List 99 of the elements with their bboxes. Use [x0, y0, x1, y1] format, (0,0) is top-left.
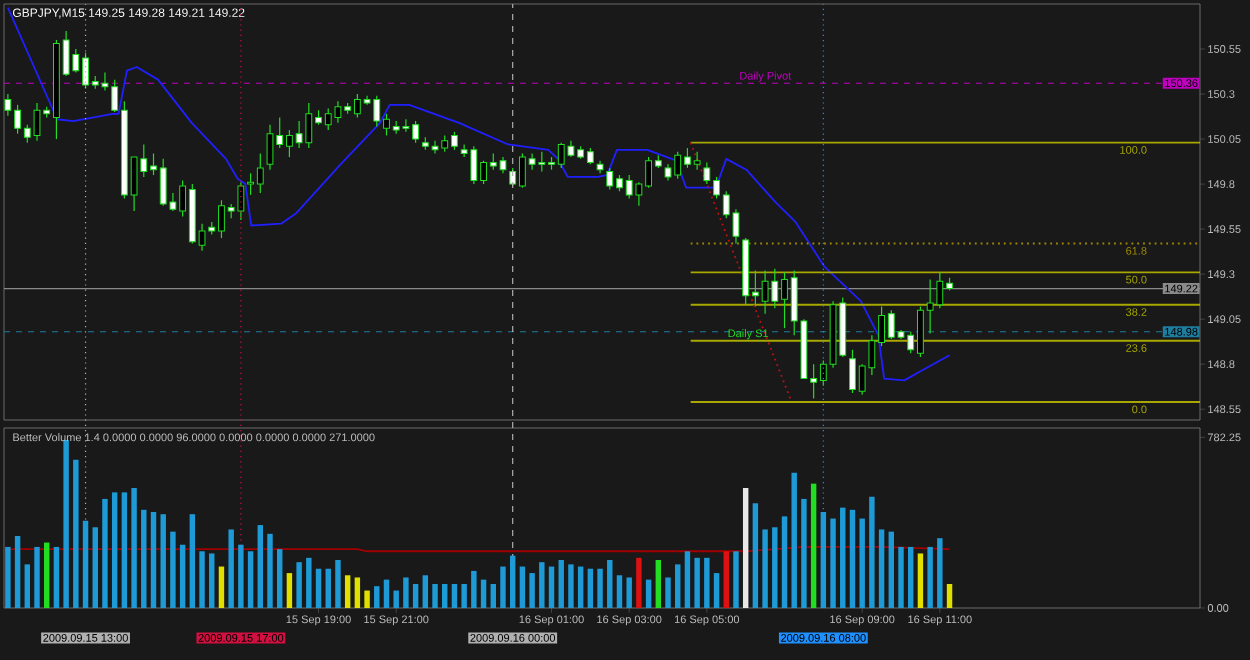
- bar: [451, 584, 458, 608]
- bar: [228, 529, 234, 608]
- bar: [830, 518, 836, 608]
- bar: [325, 568, 331, 608]
- bar: [403, 577, 409, 608]
- bar: [645, 579, 652, 608]
- bar: [616, 575, 623, 608]
- bar: [432, 584, 438, 608]
- bar: [772, 527, 778, 608]
- bar: [141, 509, 147, 608]
- bar: [801, 498, 807, 608]
- bar: [869, 496, 875, 608]
- bar: [179, 544, 186, 608]
- bar: [597, 568, 603, 608]
- bar: [24, 564, 31, 608]
- bar: [306, 557, 312, 608]
- bar: [480, 579, 487, 608]
- bar: [364, 590, 370, 608]
- bar: [946, 584, 953, 608]
- bar: [189, 514, 196, 608]
- bar: [422, 575, 429, 608]
- bar: [548, 566, 555, 608]
- bar: [607, 560, 613, 608]
- bar: [34, 546, 40, 608]
- bar: [587, 568, 594, 608]
- bar: [898, 546, 904, 608]
- bar: [131, 488, 137, 608]
- bar: [315, 568, 322, 608]
- bar: [412, 584, 419, 608]
- bar: [878, 529, 885, 608]
- bar: [568, 564, 574, 608]
- bar: [626, 577, 632, 608]
- bar: [742, 488, 749, 608]
- bar: [442, 584, 448, 608]
- bar: [286, 573, 293, 608]
- bar: [296, 562, 302, 608]
- bar: [762, 529, 768, 608]
- bar: [383, 579, 390, 608]
- bar: [665, 577, 671, 608]
- bar: [335, 560, 341, 608]
- bar: [92, 527, 98, 608]
- bar: [733, 551, 739, 608]
- bar: [859, 518, 865, 608]
- bar: [937, 538, 943, 608]
- bar: [888, 531, 895, 608]
- bar: [490, 584, 496, 608]
- bar: [102, 498, 108, 608]
- bar: [82, 520, 89, 608]
- bar: [636, 557, 642, 608]
- bar: [354, 577, 361, 608]
- bar: [713, 573, 720, 608]
- bar: [791, 472, 797, 608]
- bar: [5, 546, 11, 608]
- bar: [519, 566, 526, 608]
- bar: [238, 544, 244, 608]
- bar: [694, 557, 700, 608]
- bar: [704, 557, 710, 608]
- bar: [43, 542, 50, 608]
- bar: [927, 546, 933, 608]
- bar: [500, 566, 506, 608]
- line-series: [6, 6, 951, 382]
- bar: [509, 555, 516, 608]
- bar: [276, 549, 283, 608]
- bar: [344, 575, 351, 608]
- bar: [160, 514, 166, 608]
- bar: [73, 459, 79, 608]
- bar: [684, 551, 691, 608]
- bar: [393, 590, 399, 608]
- bar: [471, 570, 477, 608]
- bar: [529, 573, 535, 608]
- bar: [577, 566, 584, 608]
- bar: [63, 440, 69, 608]
- bar: [257, 525, 263, 608]
- bar: [907, 546, 914, 608]
- bar: [53, 546, 60, 608]
- bar: [121, 492, 128, 608]
- bar: [675, 564, 681, 608]
- bar: [374, 586, 380, 608]
- bar: [170, 531, 176, 608]
- bar: [218, 566, 225, 608]
- bar: [849, 509, 856, 608]
- bar: [655, 560, 662, 608]
- bar: [820, 512, 827, 608]
- bar: [461, 584, 467, 608]
- bar: [840, 507, 846, 608]
- bar: [539, 562, 545, 608]
- bar: [199, 551, 205, 608]
- bar: [558, 560, 564, 608]
- bar: [247, 551, 254, 608]
- bar: [752, 503, 759, 608]
- bar: [810, 483, 817, 608]
- bar: [267, 533, 273, 608]
- bar: [14, 536, 21, 608]
- bar: [150, 512, 157, 608]
- bar: [111, 492, 118, 608]
- bar: [209, 553, 215, 608]
- bar: [723, 551, 729, 608]
- bar: [917, 553, 924, 608]
- bar: [781, 516, 788, 608]
